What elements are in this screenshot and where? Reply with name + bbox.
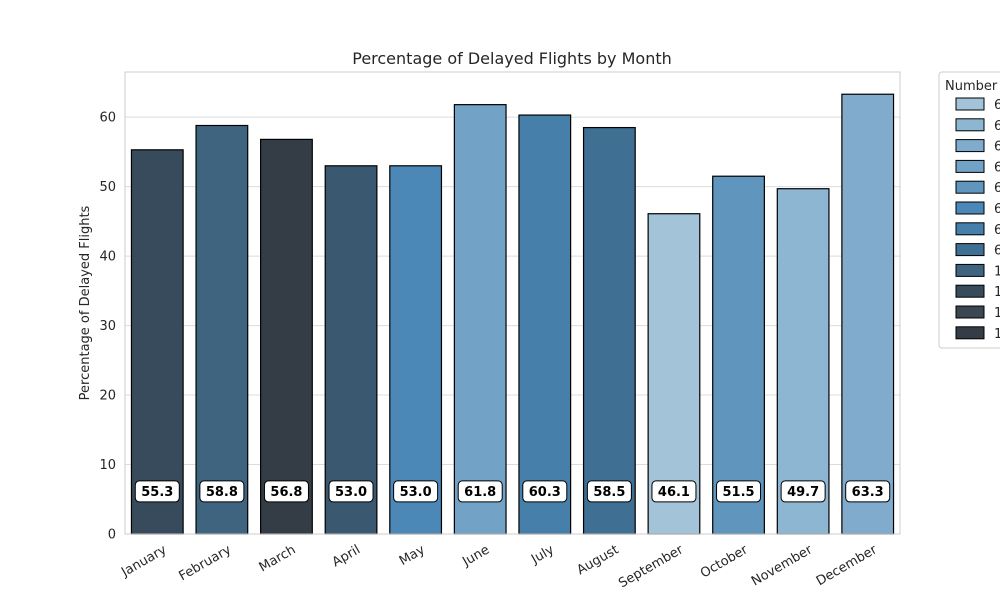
- bar-label-box: [199, 480, 245, 503]
- legend-entry-label: 6: [994, 202, 1000, 217]
- legend-entry-label: 1: [994, 264, 1000, 279]
- legend-swatch: [955, 201, 985, 215]
- legend-swatch: [955, 243, 985, 257]
- legend-swatch: [955, 97, 985, 111]
- y-tick-label: 0: [108, 528, 116, 543]
- legend-entry-label: 1: [994, 306, 1000, 321]
- bar-value-label: 56.8: [270, 485, 302, 500]
- x-tick-label: December: [814, 542, 880, 589]
- legend-entry-label: 6: [994, 244, 1000, 259]
- bar-value-label: 53.0: [335, 485, 367, 500]
- legend-swatch: [955, 159, 985, 173]
- plot-frame: [124, 71, 901, 535]
- x-tick-label: March: [257, 542, 299, 575]
- bar: [195, 124, 249, 535]
- legend-entry-label: 6: [994, 140, 1000, 155]
- bar-label-box: [780, 480, 826, 503]
- bar: [260, 138, 313, 535]
- x-tick-label: June: [459, 542, 492, 570]
- bar-value-label: 61.8: [464, 485, 496, 500]
- legend-swatch: [955, 180, 985, 194]
- y-tick-label: 40: [99, 250, 116, 265]
- x-axis-ticks: January February March April May June July Augu…: [118, 542, 880, 591]
- bar: [776, 188, 830, 535]
- x-tick-label: August: [574, 542, 621, 578]
- bar-label-box: [716, 480, 762, 503]
- y-axis-ticks: 0 10 20 30 40 50 60: [99, 111, 116, 543]
- bar-label-box: [134, 480, 180, 503]
- x-tick-label: January: [118, 542, 169, 580]
- legend-swatch: [955, 305, 985, 319]
- bars: [130, 93, 895, 535]
- bar-label-box: [845, 480, 891, 503]
- legend-title: Number: [945, 79, 998, 94]
- bar: [518, 114, 572, 535]
- bar-value-label: 49.7: [787, 485, 819, 500]
- bar-label-box: [263, 480, 309, 503]
- legend-swatch: [955, 139, 985, 153]
- legend-entry-label: 6: [994, 223, 1000, 238]
- x-tick-label: November: [749, 542, 816, 589]
- legend-entry-label: 6: [994, 181, 1000, 196]
- legend-entry-label: 1: [994, 285, 1000, 300]
- legend-swatch: [955, 326, 985, 340]
- legend-entry-label: 6: [994, 98, 1000, 113]
- legend-entry-label: 6: [994, 160, 1000, 175]
- legend-swatch: [955, 118, 985, 132]
- x-tick-label: April: [330, 542, 363, 570]
- chart-title: Percentage of Delayed Flights by Month: [352, 49, 672, 68]
- bar: [712, 175, 765, 535]
- bar-value-label: 63.3: [852, 485, 884, 500]
- bar-value-label: 51.5: [723, 485, 755, 500]
- x-tick-label: October: [698, 542, 751, 581]
- x-tick-label: July: [528, 542, 557, 567]
- bar-label-box: [586, 480, 632, 503]
- bar-value-label: 55.3: [141, 485, 173, 500]
- legend-entry-label: 6: [994, 119, 1000, 134]
- legend-swatch: [955, 263, 985, 277]
- x-tick-label: February: [176, 542, 234, 584]
- legend-swatch: [955, 222, 985, 236]
- bar-value-label: 60.3: [529, 485, 561, 500]
- bar: [841, 93, 895, 535]
- bar-label-box: [522, 480, 568, 503]
- grid-lines: [125, 116, 900, 535]
- bar: [453, 104, 507, 535]
- x-tick-label: September: [616, 542, 686, 591]
- bar: [389, 165, 443, 535]
- y-tick-label: 60: [99, 111, 116, 126]
- legend-entries: 6 6 6 6 6 6 6 6 1 1 1 1: [955, 97, 1000, 342]
- bar: [130, 149, 184, 535]
- y-tick-label: 10: [99, 458, 116, 473]
- legend: Number 6 6 6 6 6 6 6 6 1 1 1 1: [938, 71, 1000, 349]
- bar: [582, 126, 636, 535]
- legend-swatch: [955, 284, 985, 298]
- bar: [324, 165, 378, 535]
- bar-label-box: [393, 480, 439, 503]
- bar-label-box: [328, 480, 374, 503]
- bar-value-label: 58.8: [206, 485, 238, 500]
- bar-value-label: 46.1: [658, 485, 690, 500]
- bar-value-labels: 55.3 58.8 56.8 53.0 53.0 61.8 60.3 58.5 46.1 51.5…: [134, 480, 891, 503]
- bar-label-box: [457, 480, 503, 503]
- y-tick-label: 50: [99, 180, 116, 195]
- bar-label-box: [651, 480, 697, 503]
- y-axis-label: Percentage of Delayed Flights: [78, 205, 93, 400]
- legend-entry-label: 1: [994, 327, 1000, 342]
- bar-value-label: 53.0: [400, 485, 432, 500]
- bar-value-label: 58.5: [593, 485, 625, 500]
- x-tick-label: May: [397, 542, 428, 569]
- y-tick-label: 30: [99, 319, 116, 334]
- y-tick-label: 20: [99, 389, 116, 404]
